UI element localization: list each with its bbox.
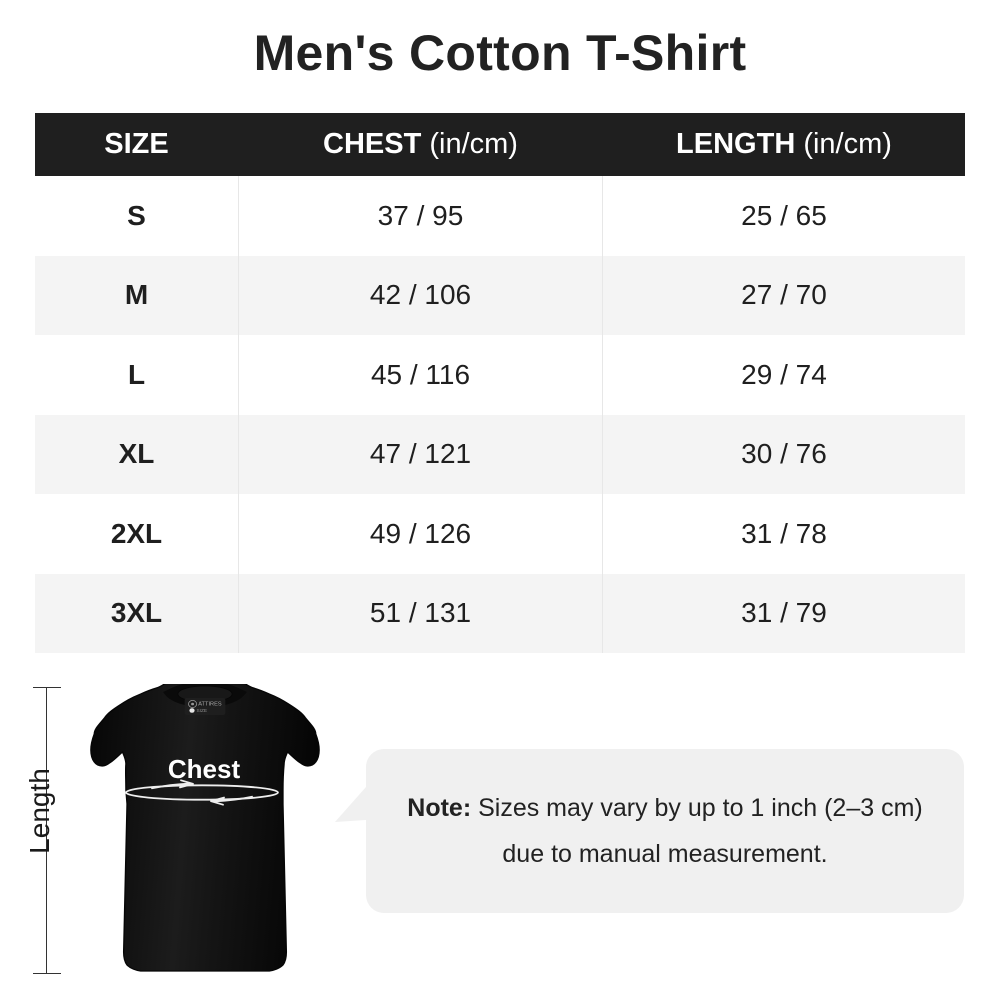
svg-text:SIZE: SIZE — [197, 708, 208, 713]
svg-text:ATTIRES: ATTIRES — [198, 702, 222, 708]
svg-text:Chest: Chest — [168, 754, 241, 784]
